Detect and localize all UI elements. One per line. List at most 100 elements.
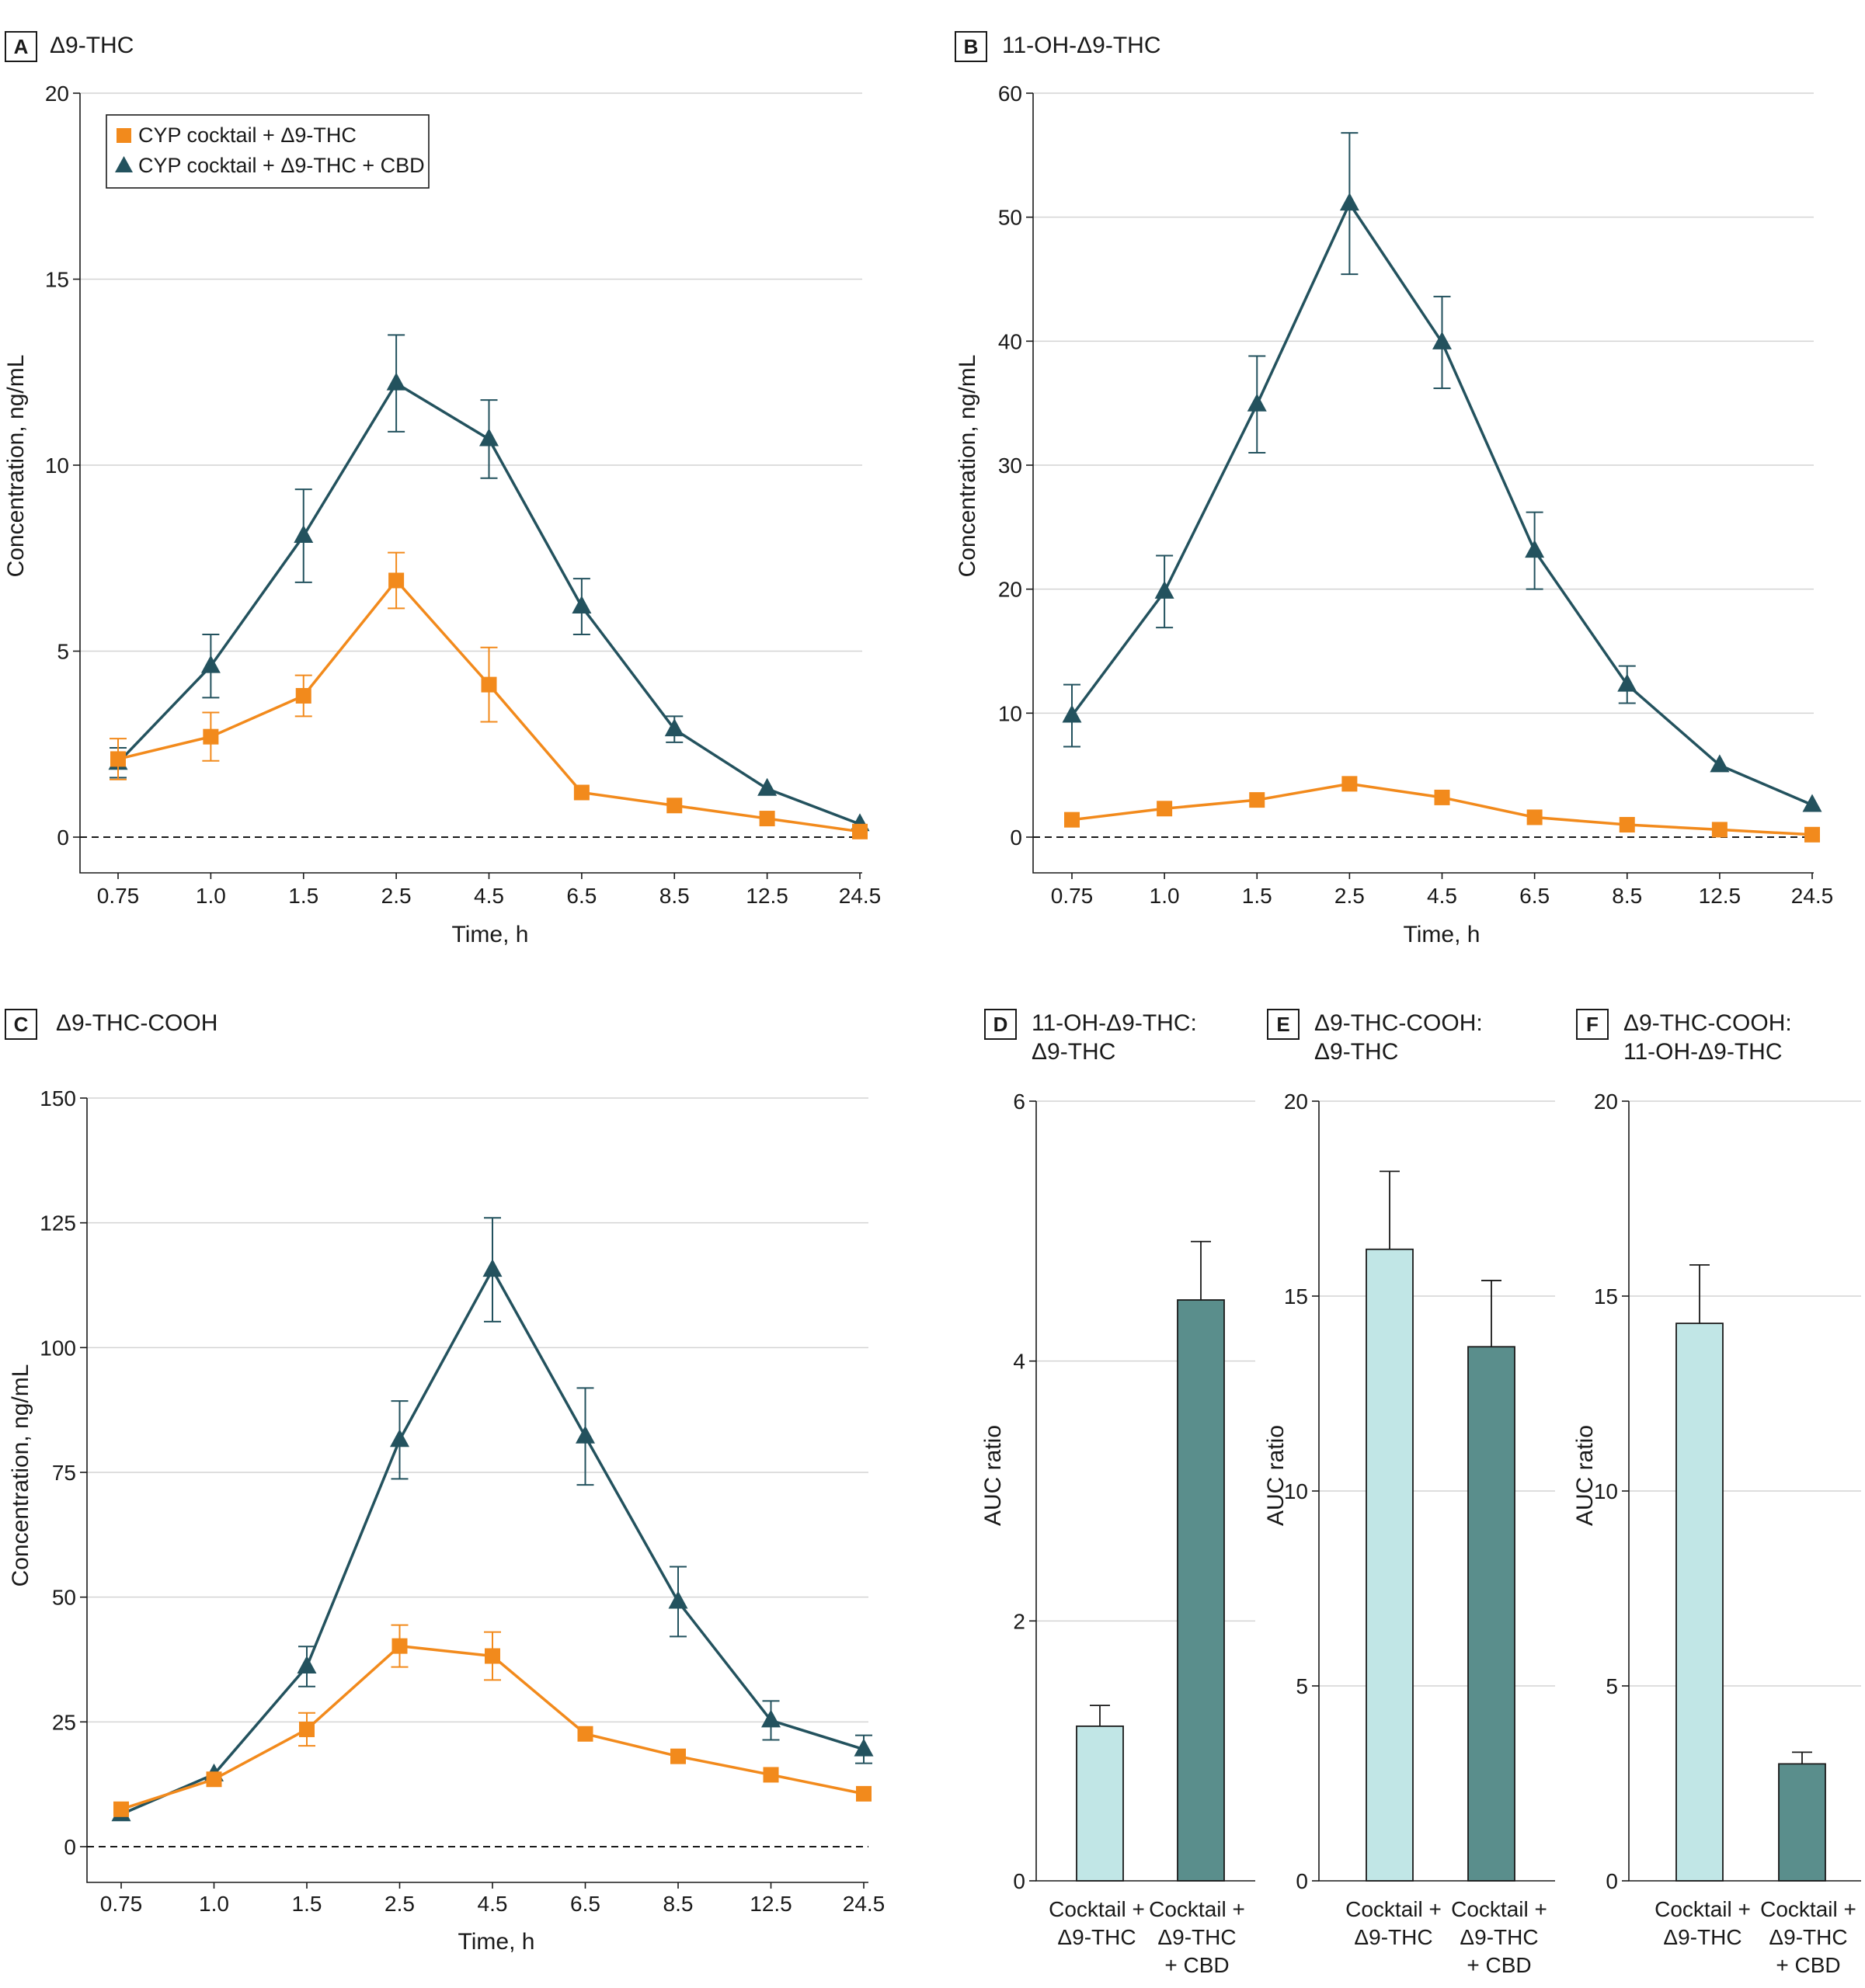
panel-c-thc-point xyxy=(856,1785,872,1802)
panel-a-thc-cbd-point xyxy=(200,655,221,673)
panel-d-category-label: Cocktail + xyxy=(1149,1897,1245,1921)
panel-f-category-label: Δ9-THC xyxy=(1769,1925,1847,1949)
panel-f-y-tick-label: 5 xyxy=(1606,1674,1618,1698)
panel-f-y-tick-label: 15 xyxy=(1594,1284,1618,1309)
panel-c-thc-point xyxy=(577,1726,593,1742)
panel-d-category-label: + CBD xyxy=(1164,1953,1229,1977)
panel-b-thc-cbd-point xyxy=(1710,754,1730,773)
panel-b-thc-point xyxy=(1711,822,1728,838)
panel-f-y-tick-label: 0 xyxy=(1606,1869,1618,1893)
panel-c-y-tick-label: 75 xyxy=(52,1461,76,1485)
panel-e-chart: E Δ9-THC-COOH: Δ9-THC 0 5 10 15 20 Cocktail +… xyxy=(1263,1009,1555,1977)
panel-b-y-axis-label: Concentration, ng/mL xyxy=(955,355,980,578)
legend-box xyxy=(106,114,430,189)
orange-square-marker-icon xyxy=(117,128,131,143)
panel-a-y-tick-label: 0 xyxy=(57,825,69,850)
panel-f-y-axis-label: AUC ratio xyxy=(1572,1425,1598,1526)
panel-a-thc-point xyxy=(110,751,126,767)
panel-a-x-tick-label: 1.5 xyxy=(288,884,318,908)
panel-c-x-tick-label: 1.0 xyxy=(199,1892,229,1916)
panel-c-chart: C Δ9-THC-COOH 0 25 50 75 100 125 150 0.75 1.0 1.5… xyxy=(5,1009,885,1955)
panel-f-category-label: Cocktail + xyxy=(1760,1897,1856,1921)
panel-c-y-tick-label: 125 xyxy=(40,1211,76,1236)
panel-a-thc-point xyxy=(481,676,497,693)
panel-a-thc-point xyxy=(203,728,219,745)
panel-e-y-tick-label: 15 xyxy=(1284,1284,1308,1309)
panel-a-thc-point xyxy=(666,798,683,814)
panel-d-bar-1 xyxy=(1076,1725,1124,1882)
panel-e-y-tick-label: 20 xyxy=(1284,1090,1308,1114)
panel-b-thc-point xyxy=(1249,792,1265,808)
panel-b-badge xyxy=(955,31,987,62)
panel-f-plot-area: 0 5 10 15 20 Cocktail + Δ9-THC Cocktail + Δ9-THC… xyxy=(1594,1090,1861,1977)
panel-b-thc-point xyxy=(1526,809,1543,825)
panel-d-letter: D xyxy=(993,1013,1008,1036)
panel-b-x-tick-label: 0.75 xyxy=(1051,884,1094,908)
panel-e-plot-area: 0 5 10 15 20 Cocktail + Δ9-THC Cocktail + Δ9-THC… xyxy=(1284,1090,1555,1977)
panel-b-thc-point xyxy=(1619,817,1635,833)
panel-e-bar-2 xyxy=(1467,1346,1515,1882)
panel-b-chart: B 11-OH-Δ9-THC 0 10 20 30 40 50 60 0.75 1.0 1.5 2.… xyxy=(955,31,1834,947)
panel-a-thc-cbd-point xyxy=(572,596,592,614)
panel-e-category-label: Δ9-THC xyxy=(1460,1925,1538,1949)
panel-c-thc-cbd-point xyxy=(482,1259,503,1277)
panel-a-x-tick-label: 4.5 xyxy=(474,884,504,908)
panel-f-category-label: Δ9-THC xyxy=(1663,1925,1741,1949)
panel-d-error-bar xyxy=(1090,1705,1110,1726)
panel-f-letter: F xyxy=(1586,1013,1599,1036)
panel-b-x-tick-label: 2.5 xyxy=(1334,884,1365,908)
panel-e-title-line2: Δ9-THC xyxy=(1314,1039,1398,1065)
panel-d-y-tick-label: 6 xyxy=(1013,1090,1025,1114)
panel-a-x-tick-label: 12.5 xyxy=(746,884,788,908)
panel-b-axis xyxy=(1032,93,1814,874)
panel-a-x-tick-label: 8.5 xyxy=(659,884,690,908)
panel-f-bar-1 xyxy=(1675,1322,1724,1882)
panel-c-thc-point xyxy=(485,1648,500,1664)
panel-c-thc-point xyxy=(763,1767,779,1783)
panel-d-badge xyxy=(984,1009,1017,1040)
panel-b-x-tick-label: 12.5 xyxy=(1699,884,1741,908)
panel-c-axis xyxy=(86,1098,868,1883)
panel-c-y-tick-label: 100 xyxy=(40,1336,76,1360)
panel-c-thc-cbd-point xyxy=(576,1425,595,1444)
panel-b-x-axis-label: Time, h xyxy=(1404,922,1481,947)
panel-c-badge xyxy=(5,1009,37,1040)
panel-b-thc-cbd-point xyxy=(1802,794,1822,812)
panel-f-error-bar xyxy=(1792,1751,1812,1764)
panel-b-y-tick-label: 50 xyxy=(998,206,1022,230)
panel-a-x-tick-label: 24.5 xyxy=(839,884,882,908)
panel-e-title-line1: Δ9-THC-COOH: xyxy=(1314,1010,1483,1036)
panel-c-thc-cbd-point xyxy=(668,1590,688,1609)
panel-f-category-label: + CBD xyxy=(1776,1953,1840,1977)
panel-b-letter: B xyxy=(964,35,979,58)
panel-a-x-tick-label: 0.75 xyxy=(97,884,140,908)
panel-f-title-line1: Δ9-THC-COOH: xyxy=(1623,1010,1792,1036)
panel-c-x-tick-label: 0.75 xyxy=(100,1892,143,1916)
panel-a-thc-point xyxy=(573,784,590,801)
panel-b-thc-cbd-point xyxy=(1432,331,1452,349)
panel-b-thc-cbd-point xyxy=(1339,193,1359,211)
panel-b-thc-point xyxy=(1341,776,1358,792)
panel-a-thc-point xyxy=(295,687,311,704)
panel-a-plot-area: 0 5 10 15 20 0.75 1.0 1.5 2.5 4.5 6.5 8.5 12.5 24.5 xyxy=(45,82,881,908)
panel-c-thc-cbd-point xyxy=(854,1738,874,1757)
panel-b-y-tick-label: 20 xyxy=(998,578,1022,602)
panel-e-y-tick-label: 10 xyxy=(1284,1479,1308,1503)
panel-c-title: Δ9-THC-COOH xyxy=(56,1010,217,1036)
panel-a-thc-cbd-point xyxy=(479,428,499,447)
panel-a-thc-point xyxy=(759,811,775,827)
panel-a-title: Δ9-THC xyxy=(50,33,134,58)
panel-b-thc-point xyxy=(1064,812,1080,828)
panel-c-thc-cbd-line xyxy=(120,1268,865,1816)
panel-c-thc-point xyxy=(206,1771,222,1788)
panel-a-thc-point xyxy=(852,823,868,839)
panel-b-x-tick-label: 24.5 xyxy=(1791,884,1834,908)
panel-d-chart: D 11-OH-Δ9-THC: Δ9-THC 0 2 4 6 Cocktail + Δ9-… xyxy=(980,1009,1255,1977)
panel-c-y-tick-label: 50 xyxy=(52,1586,76,1610)
panel-f-error-bar xyxy=(1689,1263,1710,1324)
panel-b-thc-point xyxy=(1434,789,1450,805)
panel-d-y-tick-label: 2 xyxy=(1013,1609,1025,1633)
panel-d-category-label: Δ9-THC xyxy=(1157,1925,1236,1949)
panel-c-x-tick-label: 4.5 xyxy=(478,1892,508,1916)
